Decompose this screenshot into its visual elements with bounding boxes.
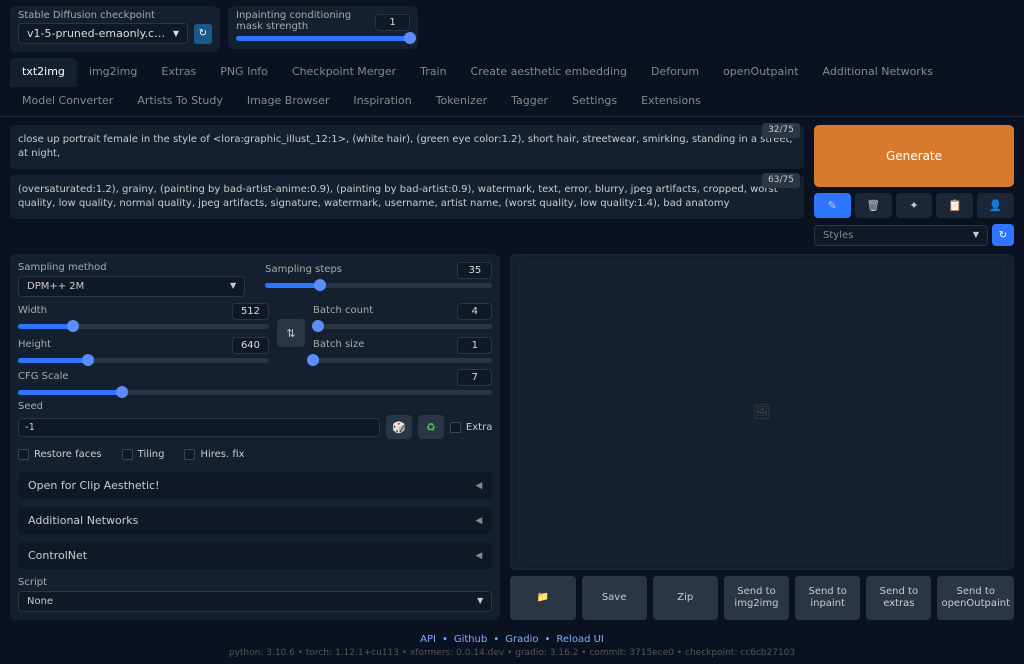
open-folder-button[interactable]: 📁	[510, 576, 575, 620]
sampling-steps-label: Sampling steps	[265, 264, 342, 275]
chevron-left-icon: ◀	[475, 551, 482, 561]
tab-additional-networks[interactable]: Additional Networks	[811, 58, 945, 87]
styles-select[interactable]: Styles ▼	[814, 225, 988, 246]
util-icon-4[interactable]: 👤	[977, 193, 1014, 218]
tab-image-browser[interactable]: Image Browser	[235, 87, 342, 116]
zip-button[interactable]: Zip	[653, 576, 718, 620]
tab-deforum[interactable]: Deforum	[639, 58, 711, 87]
height-value[interactable]: 640	[232, 337, 269, 354]
clip-aesthetic-accordion[interactable]: Open for Clip Aesthetic!◀	[18, 472, 492, 499]
image-icon: 🖼	[753, 404, 771, 420]
extra-checkbox[interactable]: Extra	[450, 422, 492, 433]
generate-button[interactable]: Generate	[814, 125, 1014, 187]
refresh-checkpoint-button[interactable]: ↻	[194, 24, 212, 44]
tab-openoutpaint[interactable]: openOutpaint	[711, 58, 810, 87]
restore-faces-checkbox[interactable]: Restore faces	[18, 449, 102, 460]
tab-tagger[interactable]: Tagger	[499, 87, 560, 116]
chevron-down-icon: ▼	[477, 596, 483, 607]
batch-size-slider[interactable]	[313, 358, 492, 363]
mask-strength-label: Inpainting conditioning mask strength	[236, 10, 369, 32]
script-label: Script	[18, 577, 492, 588]
util-icon-2[interactable]: ✦	[896, 193, 933, 218]
cfg-slider[interactable]	[18, 390, 492, 395]
sampling-method-label: Sampling method	[18, 262, 245, 273]
tab-extras[interactable]: Extras	[149, 58, 208, 87]
footer-link-api[interactable]: API	[420, 634, 436, 645]
height-label: Height	[18, 339, 51, 350]
save-button[interactable]: Save	[582, 576, 647, 620]
script-select[interactable]: None ▼	[18, 591, 492, 612]
tab-settings[interactable]: Settings	[560, 87, 629, 116]
send-to-extras-button[interactable]: Send to extras	[866, 576, 931, 620]
seed-random-button[interactable]: 🎲	[386, 415, 412, 439]
tab-artists-to-study[interactable]: Artists To Study	[125, 87, 235, 116]
sampling-method-select[interactable]: DPM++ 2M ▼	[18, 276, 245, 297]
chevron-down-icon: ▼	[230, 281, 236, 292]
seed-label: Seed	[18, 401, 492, 412]
negative-counter: 63/75	[762, 173, 800, 188]
refresh-styles-button[interactable]: ↻	[992, 224, 1014, 246]
height-slider[interactable]	[18, 358, 269, 363]
additional-networks-accordion[interactable]: Additional Networks◀	[18, 507, 492, 534]
hires-fix-checkbox[interactable]: Hires. fix	[184, 449, 244, 460]
mask-strength-slider[interactable]	[236, 36, 410, 41]
cfg-label: CFG Scale	[18, 371, 69, 382]
chevron-left-icon: ◀	[475, 516, 482, 526]
tab-extensions[interactable]: Extensions	[629, 87, 713, 116]
width-label: Width	[18, 305, 47, 316]
negative-prompt-input[interactable]: 63/75 (oversaturated:1.2), grainy, (pain…	[10, 175, 804, 219]
chevron-left-icon: ◀	[475, 481, 482, 491]
width-slider[interactable]	[18, 324, 269, 329]
tab-checkpoint-merger[interactable]: Checkpoint Merger	[280, 58, 408, 87]
prompt-counter: 32/75	[762, 123, 800, 138]
batch-count-label: Batch count	[313, 305, 373, 316]
send-to-img2img-button[interactable]: Send to img2img	[724, 576, 789, 620]
tiling-checkbox[interactable]: Tiling	[122, 449, 165, 460]
footer-link-reload-ui[interactable]: Reload UI	[556, 634, 603, 645]
seed-reuse-button[interactable]: ♻	[418, 415, 444, 439]
mask-strength-value[interactable]: 1	[375, 14, 410, 31]
sampling-steps-slider[interactable]	[265, 283, 492, 288]
seed-input[interactable]: -1	[18, 418, 380, 437]
send-to-openoutpaint-button[interactable]: Send to openOutpaint	[937, 576, 1014, 620]
tab-png-info[interactable]: PNG Info	[208, 58, 280, 87]
batch-size-value[interactable]: 1	[457, 337, 492, 354]
util-icon-0[interactable]: ✎	[814, 193, 851, 218]
tab-tokenizer[interactable]: Tokenizer	[424, 87, 499, 116]
send-to-inpaint-button[interactable]: Send to inpaint	[795, 576, 860, 620]
util-icon-3[interactable]: 📋	[936, 193, 973, 218]
batch-count-value[interactable]: 4	[457, 303, 492, 320]
tab-img2img[interactable]: img2img	[77, 58, 150, 87]
batch-size-label: Batch size	[313, 339, 364, 350]
tab-model-converter[interactable]: Model Converter	[10, 87, 125, 116]
tab-txt2img[interactable]: txt2img	[10, 58, 77, 87]
chevron-down-icon: ▼	[973, 230, 979, 241]
footer-link-github[interactable]: Github	[454, 634, 487, 645]
footer-info: python: 3.10.6 • torch: 1.12.1+cu113 • x…	[6, 648, 1018, 658]
tab-train[interactable]: Train	[408, 58, 458, 87]
util-icon-1[interactable]: 🗑	[855, 193, 892, 218]
tab-create-aesthetic-embedding[interactable]: Create aesthetic embedding	[459, 58, 639, 87]
checkpoint-label: Stable Diffusion checkpoint	[18, 10, 212, 21]
checkpoint-select[interactable]: v1-5-pruned-emaonly.ckpt [cc6cb27103] ▼	[18, 23, 188, 44]
chevron-down-icon: ▼	[173, 29, 179, 38]
tab-inspiration[interactable]: Inspiration	[341, 87, 423, 116]
output-preview: 🖼	[510, 254, 1014, 570]
controlnet-accordion[interactable]: ControlNet◀	[18, 542, 492, 569]
sampling-steps-value[interactable]: 35	[457, 262, 492, 279]
batch-count-slider[interactable]	[313, 324, 492, 329]
prompt-input[interactable]: 32/75 close up portrait female in the st…	[10, 125, 804, 169]
footer-link-gradio[interactable]: Gradio	[505, 634, 538, 645]
width-value[interactable]: 512	[232, 303, 269, 320]
cfg-value[interactable]: 7	[457, 369, 492, 386]
swap-dimensions-button[interactable]: ⇅	[277, 319, 305, 347]
